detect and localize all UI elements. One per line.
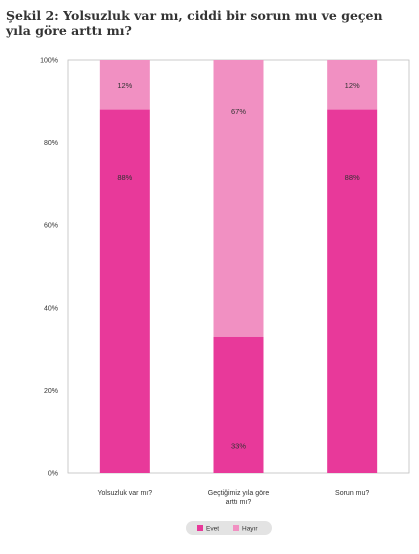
data-label: 12% [345,81,360,90]
y-tick-label: 80% [44,140,58,147]
chart-title: Şekil 2: Yolsuzluk var mı, ciddi bir sor… [6,8,383,38]
bar-hayır-1 [99,60,150,110]
data-label: 88% [345,173,360,182]
y-tick-label: 100% [40,58,58,65]
x-category-label: Geçtiğimiz yıla göre [208,490,270,497]
bar-hayır-2 [213,60,264,337]
data-label: 33% [231,442,246,451]
x-category-label: Sorun mu? [335,490,369,497]
y-tick-label: 0% [48,471,58,478]
data-label: 12% [117,81,132,90]
y-tick-label: 40% [44,305,58,312]
bar-evet-1 [99,109,150,473]
legend-swatch-evet [197,525,203,531]
legend-box [186,521,272,535]
legend-swatch-hayır [233,525,239,531]
data-label: 67% [231,107,246,116]
y-tick-label: 20% [44,388,58,395]
y-tick-label: 60% [44,223,58,230]
legend-label: Hayır [242,526,258,533]
bar-evet-2 [213,336,264,473]
legend-label: Evet [206,526,219,533]
x-category-label: arttı mı? [226,499,252,506]
data-label: 88% [117,173,132,182]
x-category-label: Yolsuzluk var mı? [98,490,153,497]
bar-hayır-3 [327,60,378,110]
bar-evet-3 [327,109,378,473]
